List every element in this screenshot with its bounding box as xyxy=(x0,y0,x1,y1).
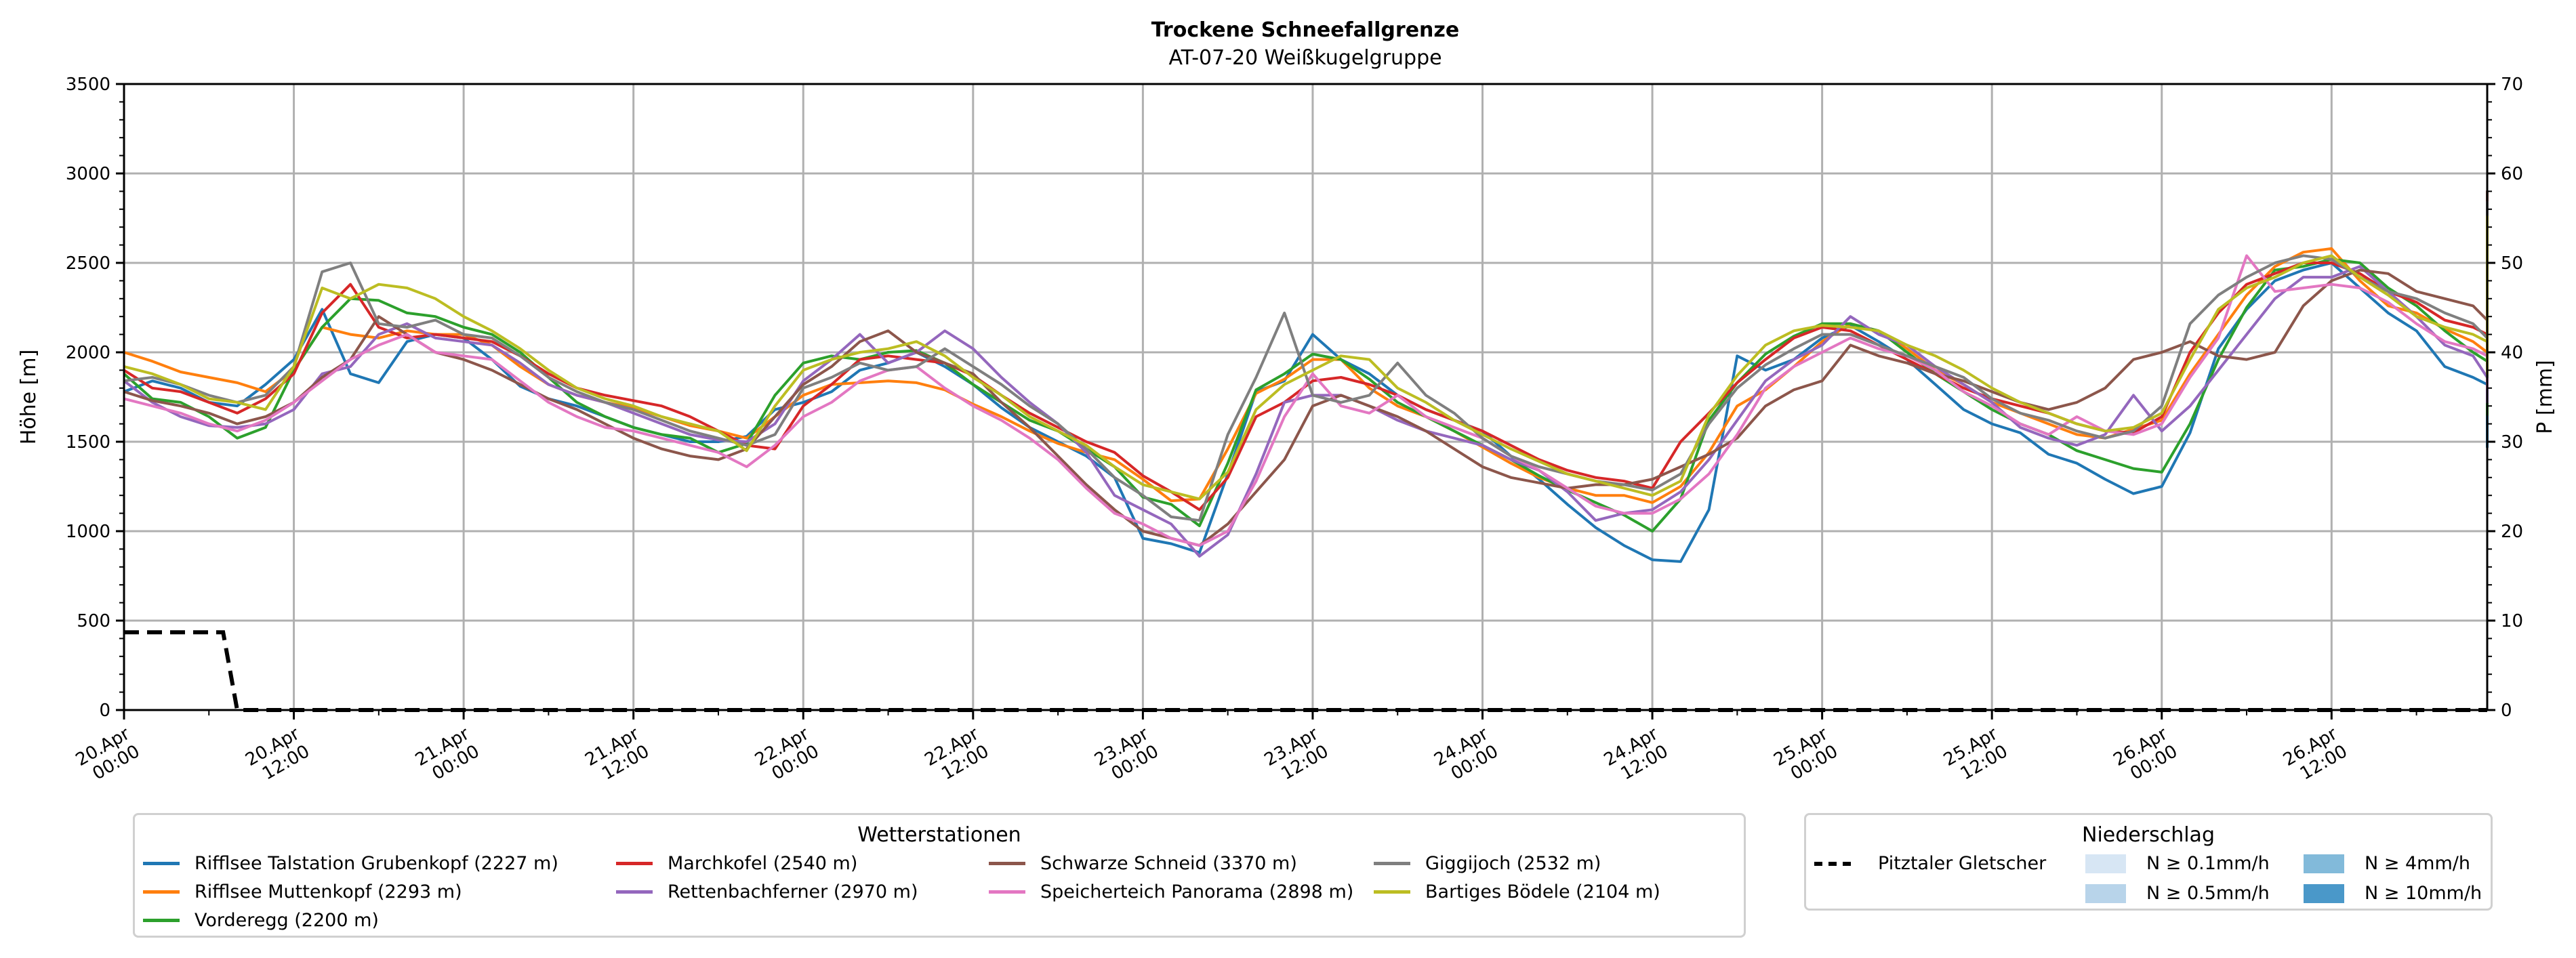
legend-label: Pitztaler Gletscher xyxy=(1878,853,2047,874)
y-right-tick-label: 40 xyxy=(2501,343,2523,363)
line-swatch xyxy=(989,890,1025,894)
y-right-tick-label: 70 xyxy=(2501,75,2523,95)
y-axis-right: 0 10 20 30 40 50 60 70 xyxy=(2487,75,2523,721)
line-swatch xyxy=(1374,862,1410,865)
legend-item-n10: N ≥ 10mm/h xyxy=(2304,883,2482,904)
legend-label: N ≥ 0.5mm/h xyxy=(2146,883,2270,904)
legend-stations: Wetterstationen Rifflsee Talstation Grub… xyxy=(133,813,1746,938)
series-layer xyxy=(123,190,2489,563)
line-swatch xyxy=(616,890,653,894)
legend-label: N ≥ 4mm/h xyxy=(2365,853,2470,874)
legend-item-station: Schwarze Schneid (3370 m) xyxy=(989,853,1297,874)
legend-item-station: Rettenbachferner (2970 m) xyxy=(616,881,918,902)
legend-label: Rifflsee Talstation Grubenkopf (2227 m) xyxy=(195,853,558,874)
legend-item-n4: N ≥ 4mm/h xyxy=(2304,853,2470,874)
legend-item-n05: N ≥ 0.5mm/h xyxy=(2085,883,2270,904)
y-tick-label: 500 xyxy=(77,611,110,631)
legend-item-station: Speicherteich Panorama (2898 m) xyxy=(989,881,1353,902)
y-right-tick-label: 50 xyxy=(2501,253,2523,274)
legend-item-station: Giggijoch (2532 m) xyxy=(1374,853,1601,874)
precip-line-pitztaler xyxy=(124,630,2487,712)
y-axis-label-left: Höhe [m] xyxy=(17,350,41,445)
line-swatch xyxy=(143,862,180,865)
legend-label: N ≥ 10mm/h xyxy=(2365,883,2482,904)
patch-swatch xyxy=(2085,854,2126,873)
patch-swatch xyxy=(2085,883,2126,903)
legend-precip-title: Niederschlag xyxy=(2082,823,2215,847)
legend-label: Marchkofel (2540 m) xyxy=(668,853,858,874)
legend-label: Vorderegg (2200 m) xyxy=(195,910,379,931)
y-tick-label: 2500 xyxy=(66,253,110,274)
y-right-tick-label: 30 xyxy=(2501,432,2523,453)
y-axis-label-right: P [mm] xyxy=(2533,360,2557,434)
legend-label: Schwarze Schneid (3370 m) xyxy=(1040,853,1297,874)
y-axis-left: 0 500 1000 1500 2000 2500 3000 3500 xyxy=(66,75,124,721)
legend-item-station: Marchkofel (2540 m) xyxy=(616,853,857,874)
legend-label: Speicherteich Panorama (2898 m) xyxy=(1040,881,1354,902)
y-right-tick-label: 20 xyxy=(2501,522,2523,542)
legend-label: Rifflsee Muttenkopf (2293 m) xyxy=(195,881,462,902)
series-line-2 xyxy=(123,236,2489,504)
legend-stations-title: Wetterstationen xyxy=(857,823,1021,847)
legend-item-station: Vorderegg (2200 m) xyxy=(143,910,379,931)
legend-precipitation: Niederschlag Pitztaler Gletscher N ≥ 0.1… xyxy=(1804,813,2493,911)
patch-swatch xyxy=(2304,883,2344,903)
line-swatch xyxy=(143,919,180,922)
legend-label: Bartiges Bödele (2104 m) xyxy=(1425,881,1660,902)
chart-title: Trockene Schneefallgrenze xyxy=(1151,18,1459,42)
legend-item-station: Rifflsee Muttenkopf (2293 m) xyxy=(143,881,462,902)
y-tick-label: 1500 xyxy=(66,432,110,453)
y-tick-label: 3500 xyxy=(66,75,110,95)
line-swatch xyxy=(989,862,1025,865)
y-right-tick-label: 60 xyxy=(2501,164,2523,184)
series-line-3 xyxy=(123,226,2489,533)
chart-subtitle: AT-07-20 Weißkugelgruppe xyxy=(1168,46,1442,70)
y-tick-label: 1000 xyxy=(66,522,110,542)
grid xyxy=(124,84,2487,710)
dashed-line-swatch xyxy=(1814,861,1851,866)
legend-item-station: Bartiges Bödele (2104 m) xyxy=(1374,881,1660,902)
patch-swatch xyxy=(2304,854,2344,873)
precip-layer xyxy=(124,630,2487,712)
legend-label: Giggijoch (2532 m) xyxy=(1425,853,1601,874)
legend-label: N ≥ 0.1mm/h xyxy=(2146,853,2270,874)
y-tick-label: 2000 xyxy=(66,343,110,363)
line-swatch xyxy=(143,890,180,894)
y-right-tick-label: 10 xyxy=(2501,611,2523,631)
line-swatch xyxy=(616,862,653,865)
legend-item-station: Rifflsee Talstation Grubenkopf (2227 m) xyxy=(143,853,558,874)
plot-frame xyxy=(123,83,2489,711)
legend-label: Rettenbachferner (2970 m) xyxy=(668,881,918,902)
y-right-tick-label: 0 xyxy=(2501,701,2512,721)
legend-item-n01: N ≥ 0.1mm/h xyxy=(2085,853,2270,874)
line-swatch xyxy=(1374,890,1410,894)
y-tick-label: 0 xyxy=(99,701,110,721)
legend-item-pitztaler: Pitztaler Gletscher xyxy=(1814,853,2046,874)
y-tick-label: 3000 xyxy=(66,164,110,184)
